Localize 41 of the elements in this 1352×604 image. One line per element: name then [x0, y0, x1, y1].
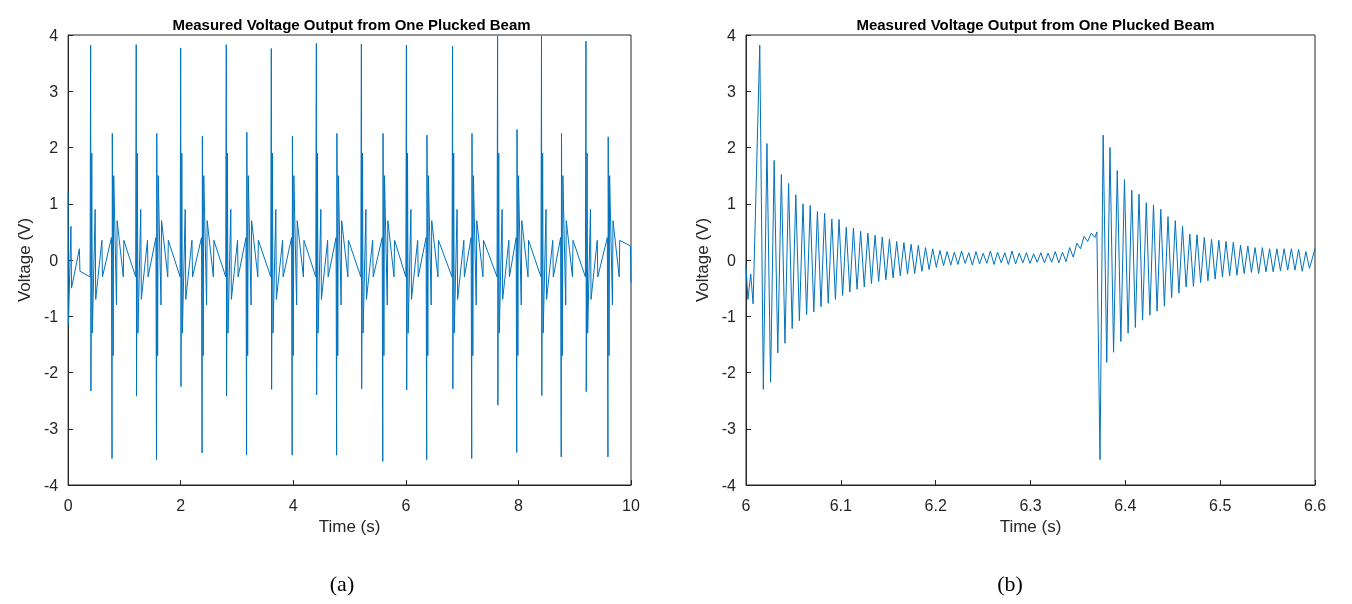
chart-title: Measured Voltage Output from One Plucked Beam — [172, 16, 531, 33]
y-tick-label: 1 — [49, 195, 59, 213]
y-tick-label: -3 — [721, 420, 737, 438]
x-tick-label: 6 — [401, 496, 411, 514]
y-tick-label: -4 — [721, 476, 737, 494]
x-tick-label: 6.2 — [924, 496, 947, 514]
y-tick-label: -2 — [721, 364, 737, 381]
x-tick-label: 6.3 — [1019, 496, 1042, 514]
x-tick-label: 6.5 — [1209, 496, 1232, 514]
x-tick-label: 10 — [622, 496, 640, 514]
y-tick-label: 4 — [49, 26, 59, 44]
x-tick-label: 0 — [63, 496, 73, 514]
x-tick-label: 8 — [513, 496, 523, 514]
y-tick-label: 0 — [727, 251, 737, 269]
y-tick-label: 2 — [49, 139, 59, 156]
text: (a) — [329, 570, 355, 596]
x-tick-label: 6 — [741, 496, 751, 514]
y-tick-label: 1 — [727, 195, 737, 213]
line-series — [745, 44, 1316, 461]
y-tick-label: -2 — [43, 364, 59, 381]
x-tick-label: 4 — [288, 496, 298, 514]
y-tick-label: 3 — [49, 82, 59, 100]
y-tick-label: 4 — [727, 26, 737, 44]
x-axis-title: Time (s) — [318, 516, 381, 536]
y-tick-label: 3 — [727, 82, 737, 100]
chart-title: Measured Voltage Output from One Plucked Beam — [856, 16, 1215, 33]
y-tick-label: -1 — [43, 307, 59, 325]
y-tick-label: -3 — [43, 420, 59, 438]
x-axis-title: Time (s) — [999, 516, 1062, 536]
x-tick-label: 2 — [176, 496, 186, 514]
y-axis-title: Voltage (V) — [15, 217, 34, 303]
text: (b) — [997, 570, 1023, 596]
y-tick-label: -1 — [721, 307, 737, 325]
y-axis-title: Voltage (V) — [692, 217, 712, 303]
x-tick-label: 6.4 — [1114, 496, 1137, 514]
y-tick-label: -4 — [43, 476, 59, 494]
line-series — [67, 35, 632, 462]
y-tick-label: 2 — [727, 139, 737, 156]
x-tick-label: 6.6 — [1303, 496, 1327, 514]
y-tick-label: 0 — [49, 251, 59, 269]
x-tick-label: 6.1 — [829, 496, 853, 514]
